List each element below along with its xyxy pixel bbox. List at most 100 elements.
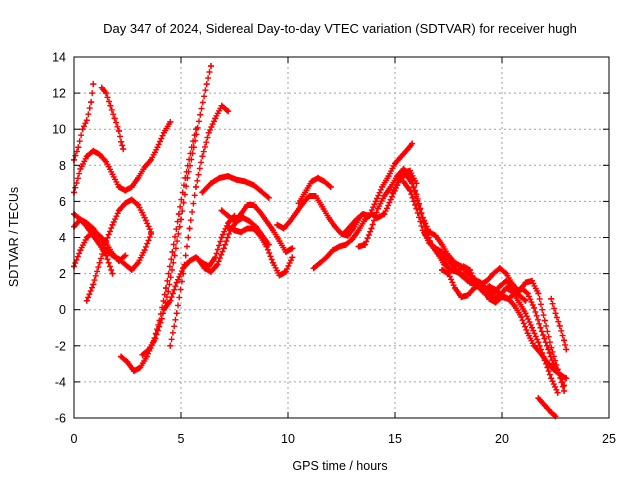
- x-tick-label: 5: [178, 432, 185, 446]
- data-point: [145, 346, 152, 353]
- data-point: [282, 268, 289, 275]
- data-point: [263, 218, 270, 225]
- data-point: [122, 187, 129, 194]
- data-point: [171, 252, 178, 259]
- data-point: [374, 205, 381, 212]
- data-point: [287, 218, 294, 225]
- data-point: [372, 198, 379, 205]
- data-point: [192, 183, 199, 190]
- data-point: [120, 146, 127, 153]
- data-point: [317, 259, 324, 266]
- data-point: [90, 281, 97, 288]
- data-point: [466, 266, 473, 273]
- data-point: [135, 259, 142, 266]
- data-point: [225, 212, 232, 219]
- data-point: [387, 196, 394, 203]
- data-point: [165, 288, 172, 295]
- data-point: [218, 102, 225, 109]
- data-point: [522, 310, 529, 317]
- data-point: [109, 250, 116, 257]
- data-point: [409, 180, 416, 187]
- data-point: [77, 165, 84, 172]
- data-point: [98, 84, 105, 91]
- data-point: [201, 265, 208, 272]
- data-point: [167, 342, 174, 349]
- data-point: [524, 330, 531, 337]
- data-point: [244, 202, 251, 209]
- series-track-3: [98, 84, 127, 153]
- data-point: [421, 223, 428, 230]
- data-point: [289, 245, 296, 252]
- data-point: [492, 286, 499, 293]
- data-point: [184, 174, 191, 181]
- data-point: [103, 252, 110, 259]
- data-point: [122, 252, 129, 259]
- data-point: [528, 277, 535, 284]
- data-point: [445, 270, 452, 277]
- data-point: [207, 63, 214, 70]
- data-point: [400, 178, 407, 185]
- data-point: [77, 216, 84, 223]
- data-point: [212, 254, 219, 261]
- data-point: [169, 248, 176, 255]
- data-point: [240, 214, 247, 221]
- data-point: [302, 189, 309, 196]
- data-point: [325, 214, 332, 221]
- data-point: [516, 299, 523, 306]
- data-point: [548, 295, 555, 302]
- data-point: [246, 218, 253, 225]
- data-point: [552, 310, 559, 317]
- data-point: [439, 248, 446, 255]
- data-point: [250, 225, 257, 232]
- data-point: [561, 387, 568, 394]
- y-axis-label: SDTVAR / TECUs: [7, 187, 21, 287]
- data-point: [505, 295, 512, 302]
- data-point: [242, 178, 249, 185]
- x-tick-label: 20: [495, 432, 509, 446]
- data-point: [490, 270, 497, 277]
- data-point: [218, 207, 225, 214]
- data-point: [109, 221, 116, 228]
- data-point: [118, 353, 125, 360]
- series-track-13: [199, 173, 272, 201]
- data-point: [398, 153, 405, 160]
- data-point: [548, 375, 555, 382]
- data-point: [118, 138, 125, 145]
- data-point: [359, 211, 366, 218]
- data-point: [122, 200, 129, 207]
- data-point: [190, 144, 197, 151]
- data-point: [276, 238, 283, 245]
- data-point: [531, 342, 538, 349]
- data-point: [293, 209, 300, 216]
- data-point: [355, 227, 362, 234]
- data-point: [90, 147, 97, 154]
- data-point: [250, 182, 257, 189]
- data-point: [237, 211, 244, 218]
- data-point: [214, 261, 221, 268]
- data-point: [541, 402, 548, 409]
- data-point: [96, 232, 103, 239]
- data-point: [175, 211, 182, 218]
- data-point: [111, 115, 118, 122]
- data-point: [355, 243, 362, 250]
- data-point: [154, 144, 161, 151]
- axis-ticks: -6 -4 -2 0 2 4 6 8 10 12 14 0 5 10 15 20 25: [52, 51, 616, 447]
- data-point: [323, 254, 330, 261]
- data-point: [490, 295, 497, 302]
- data-point: [310, 265, 317, 272]
- data-point: [135, 202, 142, 209]
- data-point: [270, 259, 277, 266]
- data-point: [295, 200, 302, 207]
- data-point: [83, 117, 90, 124]
- y-tick-label: 14: [52, 51, 66, 65]
- data-point: [496, 283, 503, 290]
- data-point: [439, 266, 446, 273]
- y-tick-label: 10: [52, 123, 66, 137]
- data-point: [327, 183, 334, 190]
- data-point: [197, 111, 204, 118]
- data-point: [535, 290, 542, 297]
- data-point: [404, 146, 411, 153]
- data-point: [460, 263, 467, 270]
- data-point: [276, 272, 283, 279]
- data-point: [554, 389, 561, 396]
